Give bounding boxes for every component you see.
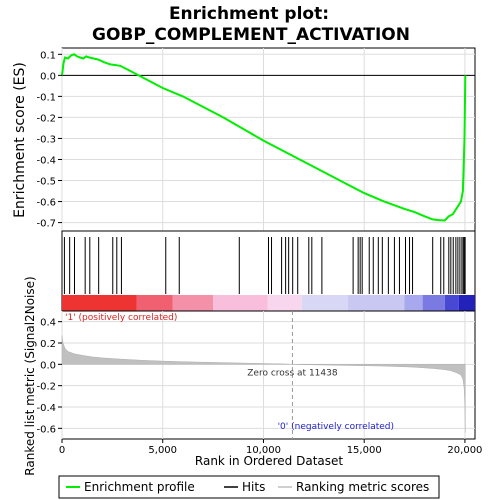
es-y-tick-label: -0.7 — [36, 219, 56, 230]
metric-y-tick-label: -0.4 — [36, 403, 56, 414]
heatmap-band — [444, 295, 459, 311]
positive-correlation-label: '1' (positively correlated) — [65, 313, 177, 323]
enrichment-profile-line — [61, 53, 467, 222]
legend-frame — [58, 475, 440, 499]
heatmap-band — [348, 295, 405, 311]
x-tick-label: 0 — [59, 445, 65, 456]
metric-y-tick-label: -0.2 — [36, 382, 56, 393]
heatmap-band — [62, 295, 137, 311]
es-y-tick-label: -0.5 — [36, 177, 56, 188]
x-tick-label: 20,000 — [447, 445, 482, 456]
chart-title-line1: Enrichment plot: — [169, 4, 329, 24]
es-y-tick-label: 0.1 — [40, 50, 56, 61]
heatmap-band — [422, 295, 445, 311]
hits-panel — [61, 230, 476, 312]
metric-y-tick-label: 0.4 — [40, 318, 56, 329]
es-panel-frame — [61, 47, 476, 232]
heatmap-band — [172, 295, 214, 311]
es-y-axis-label: Enrichment score (ES) — [12, 62, 28, 218]
negative-correlation-label: '0' (negatively correlated) — [278, 422, 394, 432]
chart-title-line2: GOBP_COMPLEMENT_ACTIVATION — [92, 25, 410, 45]
legend-label-hits: Hits — [242, 480, 265, 494]
heatmap-band — [267, 295, 302, 311]
rank-heatmap — [62, 295, 475, 311]
legend-label-ranking-metric: Ranking metric scores — [296, 480, 429, 494]
x-tick-label: 10,000 — [246, 445, 281, 456]
metric-panel-frame — [61, 310, 476, 440]
x-axis-label: Rank in Ordered Dataset — [195, 454, 343, 468]
legend: Enrichment profile Hits Ranking metric s… — [58, 475, 440, 499]
zero-cross-label: Zero cross at 11438 — [247, 368, 338, 378]
es-y-tick-label: -0.4 — [36, 155, 56, 166]
es-panel: 0.1 0.0 -0.1 -0.2 -0.3 -0.4 -0.5 -0.6 -0.7 — [36, 47, 476, 232]
heatmap-band — [301, 295, 349, 311]
metric-panel: Zero cross at 11438 '1' (positively corr… — [36, 310, 476, 440]
es-y-tick-label: 0.0 — [40, 71, 56, 82]
legend-label-enrichment-profile: Enrichment profile — [84, 480, 195, 494]
ranking-metric-area — [61, 335, 466, 433]
heatmap-band — [136, 295, 173, 311]
es-y-ticks: 0.1 0.0 -0.1 -0.2 -0.3 -0.4 -0.5 -0.6 -0.7 — [36, 50, 62, 230]
x-tick-label: 5,000 — [148, 445, 177, 456]
metric-y-tick-label: 0.0 — [40, 360, 56, 371]
es-y-tick-label: -0.1 — [36, 92, 56, 103]
metric-y-ticks: 0.4 0.2 0.0 -0.2 -0.4 -0.6 — [36, 318, 62, 435]
metric-y-axis-label: Ranked list metric (Signal2Noise) — [23, 276, 37, 475]
metric-y-tick-label: -0.6 — [36, 424, 56, 435]
metric-y-tick-label: 0.2 — [40, 339, 56, 350]
x-axis-ticks: 0 5,000 10,000 15,000 20,000 — [59, 439, 482, 456]
es-y-tick-label: -0.6 — [36, 198, 56, 209]
es-y-tick-label: -0.3 — [36, 134, 56, 145]
heatmap-band — [404, 295, 423, 311]
heatmap-band — [213, 295, 268, 311]
es-y-tick-label: -0.2 — [36, 113, 56, 124]
hit-marks — [63, 237, 466, 294]
heatmap-band — [458, 295, 475, 311]
x-tick-label: 15,000 — [347, 445, 382, 456]
